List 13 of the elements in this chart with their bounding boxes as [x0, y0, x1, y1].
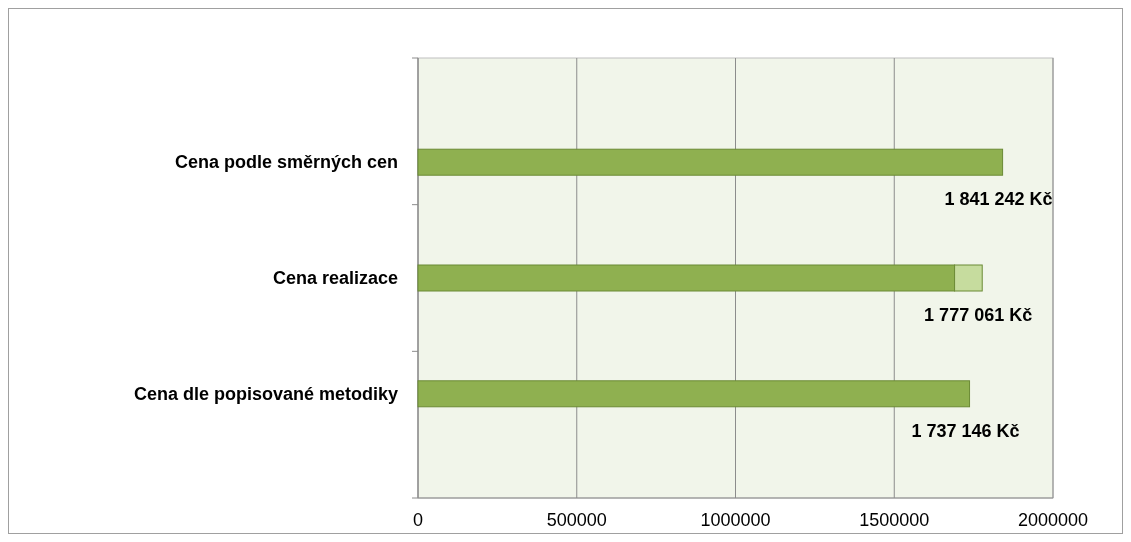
- y-tick-label: Cena dle popisované metodiky: [133, 383, 398, 404]
- bar: [417, 380, 971, 408]
- total-label: 1 737 146 Kč: [911, 420, 1020, 441]
- total-label: 1 777 061 Kč: [924, 305, 1033, 325]
- y-tick-label: Cena realizace: [272, 268, 398, 288]
- x-tick-label: 0: [412, 510, 424, 530]
- x-tick-label: 1000000: [700, 510, 771, 530]
- y-tick-label: Cena podle směrných cen: [174, 152, 398, 173]
- x-tick-label: 2000000: [1017, 510, 1089, 530]
- x-tick-label: 500000: [546, 510, 607, 530]
- total-label: 1 841 242 Kč: [944, 189, 1053, 210]
- x-tick-label: 1500000: [859, 510, 930, 530]
- bar: [417, 148, 1004, 176]
